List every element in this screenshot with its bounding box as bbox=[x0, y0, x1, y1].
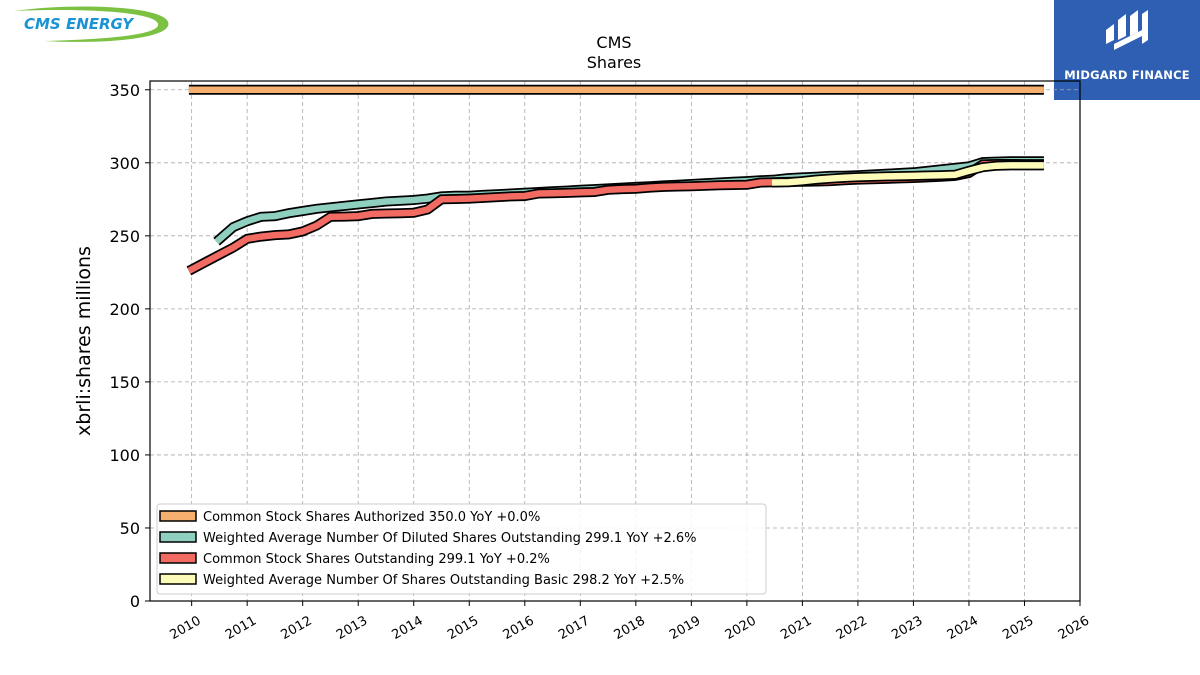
x-tick-label: 2011 bbox=[223, 613, 259, 643]
x-tick-label: 2019 bbox=[667, 613, 703, 643]
legend: Common Stock Shares Authorized 350.0 YoY… bbox=[156, 503, 767, 595]
x-tick-label: 2021 bbox=[778, 613, 814, 643]
chart-title: CMS bbox=[596, 33, 631, 52]
y-axis-label: xbrli:shares millions bbox=[73, 246, 95, 436]
series-layer bbox=[186, 84, 1044, 276]
x-tick-label: 2025 bbox=[1000, 613, 1036, 643]
x-tick-label: 2016 bbox=[501, 613, 537, 643]
y-tick-label: 300 bbox=[109, 154, 140, 173]
legend-label: Common Stock Shares Outstanding 299.1 Yo… bbox=[203, 552, 550, 567]
x-tick-label: 2014 bbox=[390, 613, 426, 643]
legend-swatch bbox=[159, 552, 197, 564]
midgard-finance-logo: MIDGARD FINANCE bbox=[1054, 0, 1200, 100]
x-tick-label: 2017 bbox=[556, 613, 592, 643]
x-tick-label: 2013 bbox=[334, 613, 370, 643]
x-tick-label: 2012 bbox=[279, 613, 315, 643]
y-tick-label: 0 bbox=[130, 592, 140, 611]
legend-swatch bbox=[159, 531, 197, 543]
x-tick-label: 2026 bbox=[1056, 613, 1092, 643]
legend-entry: Common Stock Shares Authorized 350.0 YoY… bbox=[159, 510, 540, 525]
legend-entry: Common Stock Shares Outstanding 299.1 Yo… bbox=[159, 552, 550, 567]
y-tick-label: 350 bbox=[109, 81, 140, 100]
y-tick-label: 250 bbox=[109, 227, 140, 246]
y-tick-label: 100 bbox=[109, 446, 140, 465]
series-line bbox=[771, 162, 1044, 186]
legend-entry: Weighted Average Number Of Diluted Share… bbox=[159, 531, 697, 546]
x-tick-label: 2023 bbox=[889, 613, 925, 643]
y-tick-label: 150 bbox=[109, 373, 140, 392]
cms-energy-swoosh-icon: CMS ENERGY bbox=[14, 6, 169, 42]
legend-label: Common Stock Shares Authorized 350.0 YoY… bbox=[203, 510, 540, 525]
x-tick-label: 2024 bbox=[945, 613, 981, 643]
chart-subtitle: Shares bbox=[587, 53, 642, 72]
legend-swatch bbox=[159, 573, 197, 585]
legend-swatch bbox=[159, 510, 197, 522]
series-4 bbox=[771, 160, 1044, 188]
brand-left-text: CMS ENERGY bbox=[24, 15, 135, 33]
legend-label: Weighted Average Number Of Diluted Share… bbox=[203, 531, 697, 546]
legend-box bbox=[156, 503, 767, 595]
midgard-mark-icon bbox=[1106, 10, 1148, 50]
y-axis-ticks: 0 50 100 150 200 250 300 350 bbox=[109, 81, 150, 611]
x-tick-label: 2022 bbox=[834, 613, 870, 643]
x-tick-label: 2010 bbox=[167, 613, 203, 643]
x-axis-ticks: 2010 2011 2012 2013 2014 2015 2016 2017 2018 2019… bbox=[167, 601, 1092, 643]
brand-right-text: MIDGARD FINANCE bbox=[1064, 68, 1190, 82]
cms-energy-logo: CMS ENERGY bbox=[6, 4, 176, 46]
y-tick-label: 200 bbox=[109, 300, 140, 319]
y-tick-label: 50 bbox=[120, 519, 140, 538]
x-tick-label: 2018 bbox=[612, 613, 648, 643]
x-tick-label: 2020 bbox=[723, 613, 759, 643]
x-tick-label: 2015 bbox=[445, 613, 481, 643]
plot-frame bbox=[149, 80, 1081, 602]
legend-label: Weighted Average Number Of Shares Outsta… bbox=[203, 573, 684, 588]
legend-entry: Weighted Average Number Of Shares Outsta… bbox=[159, 573, 684, 588]
